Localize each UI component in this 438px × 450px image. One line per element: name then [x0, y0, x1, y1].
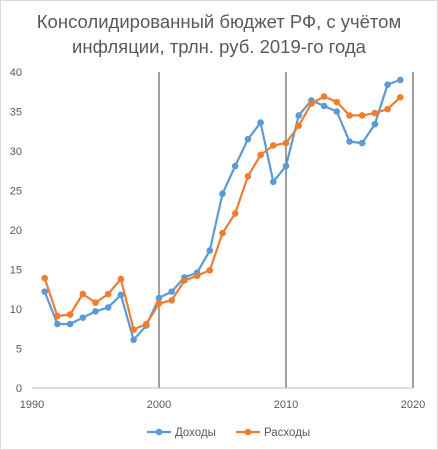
- series-2-point: [384, 105, 391, 113]
- legend-marker-1: [155, 428, 163, 436]
- x-tick-label: 1990: [20, 399, 44, 411]
- chart-title: Консолидированный бюджет РФ, с учётом ин…: [1, 9, 437, 59]
- y-tick-label: 15: [10, 265, 22, 277]
- x-tick-label: 2010: [274, 399, 298, 411]
- series-2-point: [308, 100, 315, 107]
- series-line-2: [43, 95, 402, 331]
- series-2-point: [346, 112, 353, 119]
- series-2-point: [143, 320, 150, 328]
- y-tick-label: 25: [10, 186, 22, 198]
- series-2-point: [168, 297, 175, 304]
- series-1-point: [79, 314, 87, 321]
- y-tick-label: 20: [10, 225, 22, 237]
- series-1-point: [231, 162, 239, 170]
- series-2-point: [181, 277, 188, 284]
- y-tick-label: 35: [10, 107, 22, 119]
- series-1-point: [295, 112, 303, 119]
- series-2-point: [244, 172, 252, 180]
- chart-title-line1: Консолидированный бюджет РФ, с учётом: [36, 11, 402, 32]
- series-1-point: [358, 139, 366, 147]
- y-tick-label: 10: [10, 304, 22, 316]
- series-2-point: [282, 139, 290, 147]
- series-1-point: [384, 81, 391, 88]
- series-1-point: [168, 288, 175, 295]
- series-2-point: [231, 210, 239, 217]
- series-1-point: [270, 178, 277, 186]
- series-2-point: [206, 266, 214, 274]
- series-2-point: [320, 93, 328, 100]
- series-2-point: [257, 151, 264, 159]
- series-2-point: [130, 326, 137, 333]
- series-2-point: [79, 290, 87, 298]
- series-2-point: [295, 122, 303, 130]
- series-1-point: [41, 288, 48, 295]
- series-1-point: [155, 294, 163, 302]
- series-2-point: [66, 311, 74, 318]
- series-2-point: [270, 142, 277, 149]
- legend-label-1: Доходы: [175, 427, 216, 439]
- series-2-point: [155, 300, 163, 307]
- series-2-point: [54, 312, 61, 320]
- x-tick-label: 2020: [401, 399, 425, 411]
- legend-label-2: Расходы: [264, 427, 310, 439]
- series-2-point: [219, 229, 226, 237]
- series-2-point: [397, 93, 404, 101]
- series-1-point: [130, 336, 137, 344]
- y-tick-label: 0: [16, 383, 22, 395]
- x-tick-label: 2000: [147, 399, 171, 411]
- series-2-point: [41, 274, 48, 282]
- chart-title-line2: инфляции, трлн. руб. 2019-го года: [72, 36, 366, 57]
- series-1-point: [244, 135, 252, 143]
- series-2-point: [333, 98, 341, 106]
- series-1-point: [206, 247, 214, 254]
- series-1-point: [320, 102, 328, 110]
- series-2-point: [104, 290, 112, 298]
- series-1-point: [219, 190, 226, 197]
- y-tick-label: 40: [10, 67, 22, 79]
- y-tick-label: 30: [10, 146, 22, 158]
- series-1-point: [257, 119, 264, 126]
- series-1-point: [54, 320, 61, 328]
- series-1-point: [66, 320, 74, 328]
- series-2-point: [358, 112, 366, 119]
- series-1-point: [282, 162, 290, 170]
- series-1-point: [346, 138, 353, 145]
- series-1-point: [104, 304, 112, 311]
- series-2-point: [371, 109, 379, 117]
- series-1-point: [333, 108, 341, 115]
- series-2-point: [117, 275, 125, 283]
- series-1-point: [371, 120, 379, 128]
- series-2-point: [92, 299, 99, 306]
- series-1-point: [117, 291, 125, 299]
- series-2-point: [193, 272, 201, 280]
- legend-marker-2: [244, 428, 252, 436]
- series-1-point: [397, 76, 404, 84]
- series-1-point: [92, 308, 99, 315]
- y-tick-label: 5: [16, 344, 22, 356]
